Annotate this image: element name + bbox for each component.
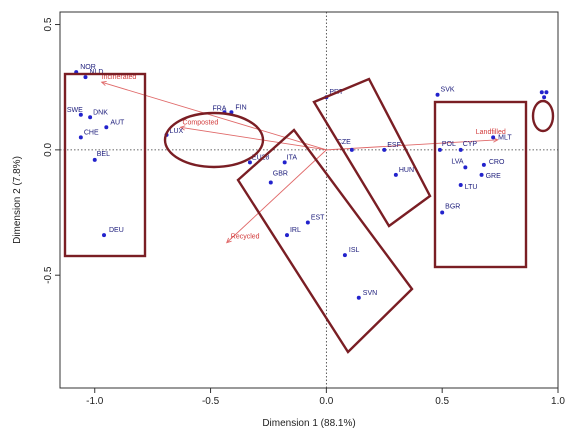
country-point [78, 112, 83, 117]
vector-label: Landfilled [476, 129, 506, 136]
country-point [491, 135, 496, 140]
country-label: BEL [97, 151, 110, 158]
country-point [104, 125, 109, 130]
country-label: FRA [212, 105, 226, 112]
country-point [349, 147, 354, 152]
country-point [481, 162, 486, 167]
vector-line [180, 126, 327, 151]
y-tick-label: 0.5 [43, 17, 54, 31]
vector-arrowhead [100, 80, 107, 86]
country-point [92, 157, 97, 162]
x-tick-label: 1.0 [551, 396, 565, 407]
country-point [102, 233, 107, 238]
country-point [305, 220, 310, 225]
country-point [78, 135, 83, 140]
x-tick-label: -1.0 [86, 396, 104, 407]
country-label: ITA [287, 154, 298, 161]
vector-label: Incinerated [102, 74, 137, 81]
vector-line [226, 149, 327, 243]
country-label: FIN [235, 104, 246, 111]
x-axis-title: Dimension 1 (88.1%) [262, 418, 355, 429]
country-point [435, 92, 440, 97]
country-label: DNK [93, 109, 108, 116]
country-point [247, 160, 252, 165]
country-point [458, 182, 463, 187]
country-label: GRE [486, 173, 502, 180]
country-point [463, 165, 468, 170]
country-label: NLD [89, 69, 103, 76]
country-label: DEU [109, 227, 124, 234]
country-point [479, 172, 484, 177]
cluster-outline-composting [163, 111, 265, 169]
axis-ticks: -1.0 -0.5 0.0 0.5 1.0 -0.5 0.0 0.5 [43, 17, 565, 407]
cluster-outline-west-europe [63, 72, 147, 258]
country-point [458, 147, 463, 152]
cluster-outline-central [312, 77, 432, 228]
y-tick-label: -0.5 [43, 266, 54, 284]
country-point [342, 253, 347, 258]
country-label: IRL [290, 227, 301, 234]
plot-frame [59, 11, 559, 389]
country-point [544, 90, 549, 95]
country-label: BGR [445, 204, 460, 211]
country-label: CYP [463, 141, 478, 148]
country-label: SWE [67, 107, 83, 114]
country-point [88, 115, 93, 120]
country-point [539, 90, 544, 95]
country-label: ISL [349, 247, 360, 254]
country-label: AUT [110, 119, 125, 126]
country-point [440, 210, 445, 215]
vector-label: Composted [182, 119, 218, 126]
country-label: ESF [387, 142, 401, 149]
country-point [542, 95, 547, 100]
country-point [282, 160, 287, 165]
country-label: GBR [273, 170, 288, 177]
y-tick-label: 0.0 [43, 142, 54, 156]
country-label: MLT [498, 134, 512, 141]
country-label: HUN [399, 167, 414, 174]
country-point [268, 180, 273, 185]
x-tick-label: -0.5 [202, 396, 220, 407]
cluster-outline-east-europe [433, 100, 528, 269]
country-point [437, 147, 442, 152]
x-tick-label: 0.0 [319, 396, 333, 407]
country-label: LTU [465, 184, 478, 191]
country-point [382, 147, 387, 152]
vector-label: Recycled [231, 234, 260, 241]
vector-arrowhead [226, 237, 232, 244]
country-point [284, 233, 289, 238]
country-label: EU28 [252, 154, 270, 161]
vector-line [101, 81, 327, 151]
country-label: NOR [80, 64, 96, 71]
country-point [83, 75, 88, 80]
country-label: CZE [337, 139, 351, 146]
cluster-outlines [63, 72, 555, 354]
x-tick-label: 0.5 [435, 396, 449, 407]
vector-arrowhead [179, 125, 186, 131]
country-point [393, 172, 398, 177]
country-label: POL [442, 141, 456, 148]
country-label: SVK [441, 87, 455, 94]
country-label: LVA [451, 158, 464, 165]
vector-line [326, 139, 498, 151]
country-point [356, 295, 361, 300]
country-label: CHE [84, 129, 99, 136]
cluster-outline-outliers [531, 99, 555, 133]
cluster-outline-south-central [236, 128, 414, 354]
country-label: EST [311, 215, 325, 222]
country-label: SVN [363, 290, 377, 297]
country-label: CRO [489, 159, 505, 166]
country-label: LUX [170, 128, 184, 135]
y-axis-title: Dimension 2 (7.8%) [12, 156, 23, 244]
